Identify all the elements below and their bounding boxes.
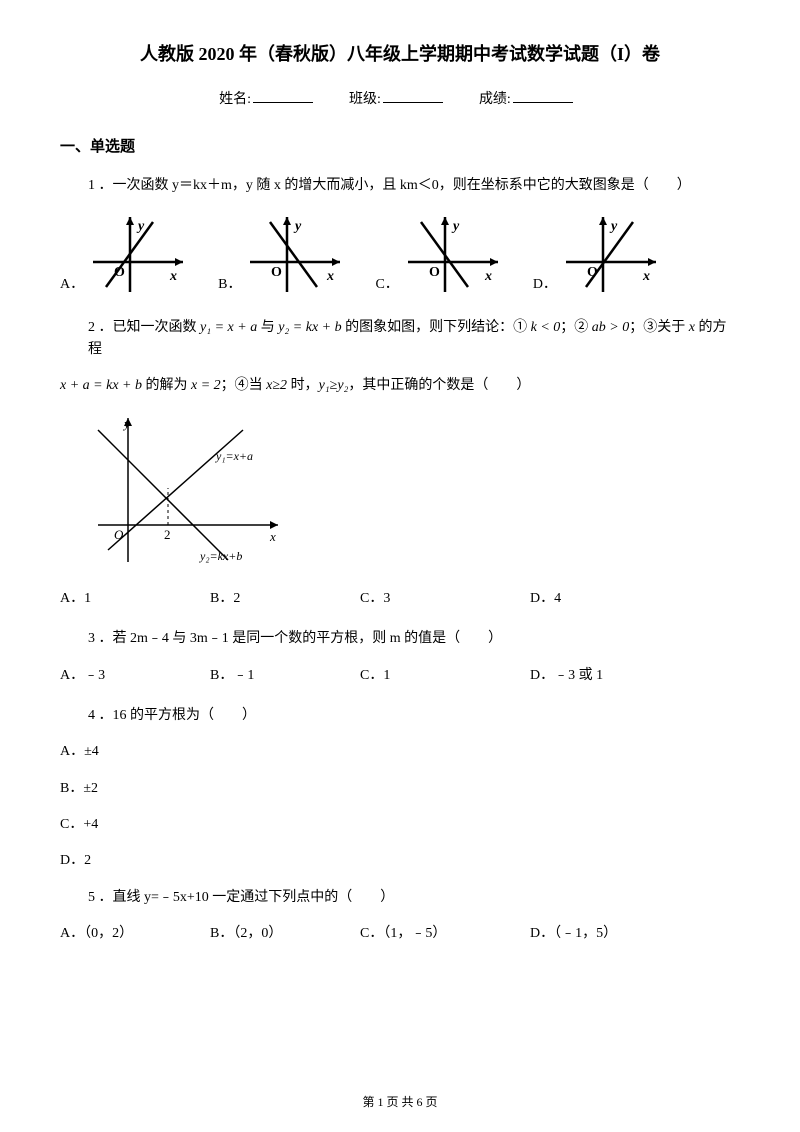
q2-opt-a[interactable]: A．1 xyxy=(60,588,210,610)
q4-opt-b[interactable]: B．±2 xyxy=(60,778,740,800)
q2-f1: y₁ = x + a xyxy=(200,320,257,335)
q2-f4: ab > 0 xyxy=(592,320,629,335)
q2-l2p1: x + a = kx + b xyxy=(60,378,142,393)
svg-text:y: y xyxy=(122,416,130,431)
svg-text:O: O xyxy=(271,265,282,280)
score-label: 成绩: xyxy=(479,92,511,107)
q1-option-c[interactable]: C． y x O xyxy=(375,212,502,297)
q3-options: A．﹣3 B．﹣1 C．1 D．﹣3 或 1 xyxy=(60,665,740,687)
svg-text:2: 2 xyxy=(164,527,171,542)
svg-text:y: y xyxy=(293,219,302,234)
q3-text: 3 ．若 2m﹣4 与 3m﹣1 是同一个数的平方根，则 m 的值是（ ） xyxy=(88,628,740,650)
question-1: 1 ．一次函数 y＝kx＋m，y 随 x 的增大而减小，且 km＜0，则在坐标系… xyxy=(60,175,740,197)
q2-t5: ；③关于 xyxy=(629,320,689,335)
q1-option-d[interactable]: D． y x O xyxy=(533,212,661,297)
question-3: 3 ．若 2m﹣4 与 3m﹣1 是同一个数的平方根，则 m 的值是（ ） xyxy=(60,628,740,650)
name-blank[interactable] xyxy=(253,89,313,103)
question-2: 2 ．已知一次函数 y₁ = x + a 与 y₂ = kx + b 的图象如图… xyxy=(60,317,740,362)
q1-graph-c: y x O xyxy=(403,212,503,297)
q1-graph-d: y x O xyxy=(561,212,661,297)
page-title: 人教版 2020 年（春秋版）八年级上学期期中考试数学试题（I）卷 xyxy=(60,40,740,69)
q5-opt-b[interactable]: B．（2，0） xyxy=(210,923,360,945)
question-5: 5 ．直线 y=﹣5x+10 一定通过下列点中的（ ） xyxy=(60,887,740,909)
svg-text:x: x xyxy=(484,269,492,284)
q1-text: 1 ．一次函数 y＝kx＋m，y 随 x 的增大而减小，且 km＜0，则在坐标系… xyxy=(88,175,740,197)
q2-l2p3: ；④当 xyxy=(221,378,267,393)
q2-graph-svg: y x O 2 y₁=x+a y₂=kx+b xyxy=(88,410,288,570)
svg-text:y₂=kx+b: y₂=kx+b xyxy=(199,549,242,563)
q2-l2p2: 的解为 xyxy=(142,378,191,393)
q2-l2f2: x≥2 xyxy=(266,378,287,393)
q5-opt-a[interactable]: A．（0，2） xyxy=(60,923,210,945)
q4-text: 4 ．16 的平方根为（ ） xyxy=(88,705,740,727)
q5-opt-c[interactable]: C．（1，﹣5） xyxy=(360,923,530,945)
q5-text: 5 ．直线 y=﹣5x+10 一定通过下列点中的（ ） xyxy=(88,887,740,909)
q2-l2p5: ，其中正确的个数是（ ） xyxy=(348,378,530,393)
score-blank[interactable] xyxy=(513,89,573,103)
q2-l2f3: y₁≥y₂ xyxy=(319,378,349,393)
q1-graph-b: y x O xyxy=(245,212,345,297)
q1-graph-a: y x O xyxy=(88,212,188,297)
q4-opt-d[interactable]: D．2 xyxy=(60,850,740,872)
q2-t4: ；② xyxy=(560,320,592,335)
q1-opt-label-c: C． xyxy=(375,274,398,296)
svg-text:x: x xyxy=(326,269,334,284)
question-4: 4 ．16 的平方根为（ ） xyxy=(60,705,740,727)
svg-text:x: x xyxy=(642,269,650,284)
q4-options: A．±4 B．±2 C．+4 D．2 xyxy=(60,741,740,873)
q4-opt-a[interactable]: A．±4 xyxy=(60,741,740,763)
q3-opt-a[interactable]: A．﹣3 xyxy=(60,665,210,687)
name-label: 姓名: xyxy=(219,92,251,107)
q2-opt-b[interactable]: B．2 xyxy=(210,588,360,610)
q2-f3: k < 0 xyxy=(531,320,561,335)
q2-options: A．1 B．2 C．3 D．4 xyxy=(60,588,740,610)
q2-f2: y₂ = kx + b xyxy=(278,320,341,335)
svg-text:x: x xyxy=(269,529,276,544)
q1-opt-label-b: B． xyxy=(218,274,241,296)
student-info-line: 姓名: 班级: 成绩: xyxy=(60,89,740,111)
class-label: 班级: xyxy=(349,92,381,107)
page-footer: 第 1 页 共 6 页 xyxy=(0,1093,800,1112)
q2-t2: 与 xyxy=(257,320,278,335)
q1-graphs-row: A． y x O B． y x O C． y x O D． y x O xyxy=(60,212,740,297)
q2-graph: y x O 2 y₁=x+a y₂=kx+b xyxy=(88,410,740,570)
q1-option-a[interactable]: A． y x O xyxy=(60,212,188,297)
q2-opt-d[interactable]: D．4 xyxy=(530,588,680,610)
q2-text-line2: x + a = kx + b 的解为 x = 2；④当 x≥2 时，y₁≥y₂，… xyxy=(60,375,740,397)
q2-l2p4: 时， xyxy=(287,378,319,393)
q3-opt-b[interactable]: B．﹣1 xyxy=(210,665,360,687)
q4-opt-c[interactable]: C．+4 xyxy=(60,814,740,836)
svg-text:O: O xyxy=(587,265,598,280)
svg-text:O: O xyxy=(429,265,440,280)
q5-opt-d[interactable]: D．（﹣1，5） xyxy=(530,923,680,945)
class-blank[interactable] xyxy=(383,89,443,103)
svg-text:y₁=x+a: y₁=x+a xyxy=(215,449,253,463)
svg-text:O: O xyxy=(114,265,125,280)
q1-opt-label-a: A． xyxy=(60,274,84,296)
svg-text:y: y xyxy=(451,219,460,234)
q1-opt-label-d: D． xyxy=(533,274,557,296)
q2-t1: 2 ．已知一次函数 xyxy=(88,320,200,335)
q1-option-b[interactable]: B． y x O xyxy=(218,212,345,297)
svg-text:y: y xyxy=(136,219,145,234)
q2-t3: 的图象如图，则下列结论：① xyxy=(342,320,531,335)
q2-l2f1: x = 2 xyxy=(191,378,221,393)
q3-opt-d[interactable]: D．﹣3 或 1 xyxy=(530,665,680,687)
q5-options: A．（0，2） B．（2，0） C．（1，﹣5） D．（﹣1，5） xyxy=(60,923,740,945)
q2-opt-c[interactable]: C．3 xyxy=(360,588,530,610)
svg-text:y: y xyxy=(609,219,618,234)
svg-text:O: O xyxy=(114,527,124,542)
q2-text-line1: 2 ．已知一次函数 y₁ = x + a 与 y₂ = kx + b 的图象如图… xyxy=(88,317,740,362)
svg-text:x: x xyxy=(169,269,177,284)
section-1-header: 一、单选题 xyxy=(60,135,740,159)
q3-opt-c[interactable]: C．1 xyxy=(360,665,530,687)
